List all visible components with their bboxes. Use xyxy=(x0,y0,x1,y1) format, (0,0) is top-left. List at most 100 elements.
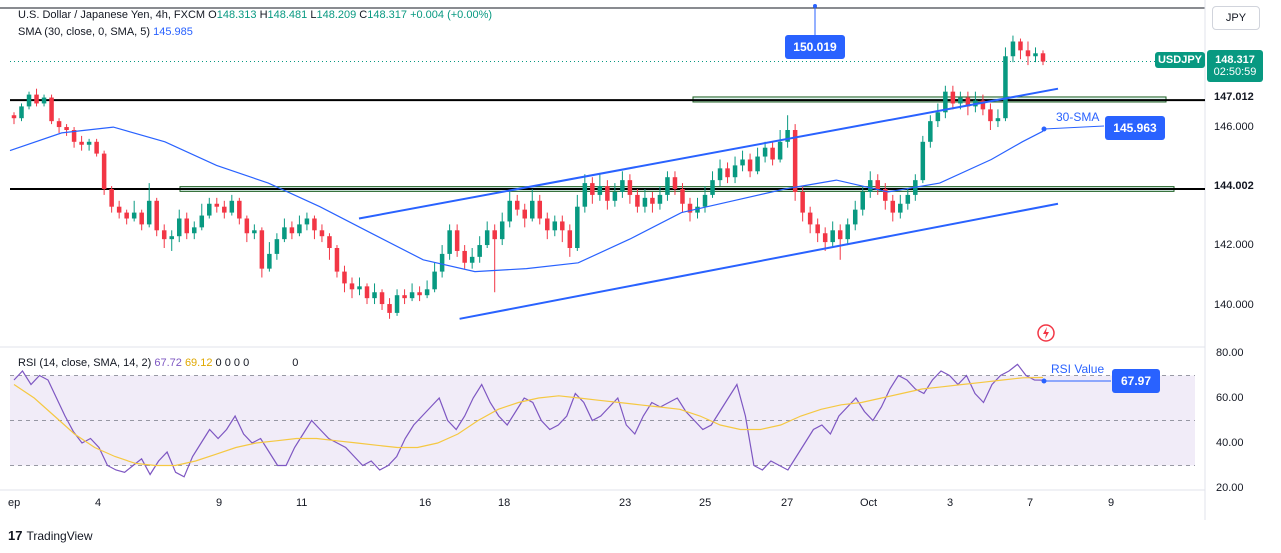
time-tick-0: ep xyxy=(8,497,21,509)
candle-body-101 xyxy=(770,147,775,160)
candle-body-46 xyxy=(357,286,362,290)
rsi-extra-2: 0 xyxy=(233,357,241,369)
candle-body-43 xyxy=(334,248,340,272)
flash-bolt-icon xyxy=(1043,327,1049,339)
candle-body-40 xyxy=(312,218,317,231)
sma-line xyxy=(9,126,1044,273)
candle-body-134 xyxy=(1018,41,1023,51)
candle-body-70 xyxy=(537,200,543,219)
candle-body-127 xyxy=(965,97,971,107)
candle-body-8 xyxy=(71,130,77,142)
candle-body-64 xyxy=(492,230,497,240)
candle-body-65 xyxy=(499,221,505,240)
ohlc-legend: U.S. Dollar / Japanese Yen, 4h, FXCM O14… xyxy=(18,9,492,21)
candle-body-58 xyxy=(447,230,452,254)
candle-body-115 xyxy=(875,180,881,189)
candle-body-85 xyxy=(650,197,655,204)
candle-body-89 xyxy=(680,189,685,204)
candle-body-135 xyxy=(1025,50,1031,57)
channel-lower-line xyxy=(459,202,1059,320)
candle-body-53 xyxy=(409,292,415,299)
close-label: C xyxy=(359,9,368,21)
time-tick-4: 16 xyxy=(419,497,432,509)
time-tick-6: 23 xyxy=(619,497,632,509)
candle-body-76 xyxy=(582,183,588,207)
candle-body-49 xyxy=(379,292,385,305)
rsi-ma-line xyxy=(13,376,1044,467)
candle-body-23 xyxy=(184,218,190,234)
time-tick-5: 18 xyxy=(498,497,511,509)
candle-body-0 xyxy=(11,115,17,119)
close-value: 148.317 xyxy=(367,9,408,21)
sma-annotation-text: 30-SMA xyxy=(1056,110,1100,124)
candle-body-55 xyxy=(424,289,430,296)
rsi-extra-0: 0 xyxy=(215,357,222,369)
open-label: O xyxy=(208,9,217,21)
candle-body-51 xyxy=(394,295,400,313)
candle-body-83 xyxy=(635,194,640,207)
candle-body-97 xyxy=(740,159,745,166)
candle-body-28 xyxy=(222,206,227,213)
candle-body-118 xyxy=(898,203,903,213)
rsi-annotation-point xyxy=(1041,378,1047,384)
candle-body-100 xyxy=(762,147,768,157)
time-tick-12: 9 xyxy=(1108,497,1115,509)
candle-body-19 xyxy=(154,200,159,231)
sma-annotation-connector xyxy=(1043,125,1105,130)
candle-body-52 xyxy=(402,295,407,299)
candle-body-109 xyxy=(830,230,835,243)
candle-body-95 xyxy=(725,168,730,178)
candle-body-56 xyxy=(432,271,437,290)
candle-body-62 xyxy=(477,245,482,257)
candle-body-81 xyxy=(620,180,625,192)
candle-body-57 xyxy=(439,253,445,272)
sma-annotation-value: 145.963 xyxy=(1105,116,1165,140)
sma-legend-value: 145.985 xyxy=(153,26,193,38)
last-price: 148.317 xyxy=(1215,54,1255,66)
candle-body-78 xyxy=(597,186,603,195)
candle-body-34 xyxy=(267,253,272,269)
candle-body-48 xyxy=(372,292,377,299)
candle-body-20 xyxy=(161,230,167,240)
candle-body-5 xyxy=(49,97,54,122)
rsi-extra-3: 0 xyxy=(243,357,250,369)
candle-body-3 xyxy=(34,94,39,104)
change-value: +0.004 (+0.00%) xyxy=(410,9,493,21)
candle-body-124 xyxy=(943,91,948,113)
candle-body-137 xyxy=(1040,53,1046,62)
candle-body-106 xyxy=(807,212,813,225)
candle-body-27 xyxy=(214,203,220,207)
candle-body-126 xyxy=(958,97,963,104)
currency-button[interactable]: JPY xyxy=(1212,6,1260,30)
last-price-tag: 148.317 02:50:59 xyxy=(1207,50,1263,82)
candle-body-102 xyxy=(777,141,783,160)
candle-body-12 xyxy=(101,153,107,189)
high-value: 148.481 xyxy=(267,9,308,21)
level-label-bottom: 144.002 xyxy=(1210,179,1258,193)
high-label: H xyxy=(259,9,268,21)
time-tick-3: 11 xyxy=(296,497,308,509)
time-tick-1: 4 xyxy=(95,497,102,509)
candle-body-103 xyxy=(785,130,790,142)
candle-body-1 xyxy=(19,106,24,119)
price-tick-0: 146.000 xyxy=(1214,121,1254,133)
low-label: L xyxy=(310,9,317,21)
tradingview-wordmark: TradingView xyxy=(26,528,93,543)
candle-body-15 xyxy=(124,212,129,219)
candle-body-133 xyxy=(1010,41,1016,57)
candle-body-63 xyxy=(484,230,490,246)
candle-body-87 xyxy=(665,177,670,195)
candle-body-35 xyxy=(274,239,280,254)
candle-body-54 xyxy=(417,292,422,296)
candle-body-11 xyxy=(94,141,99,154)
candle-body-32 xyxy=(252,230,257,234)
candle-body-77 xyxy=(590,183,595,195)
candle-body-121 xyxy=(920,141,926,181)
candle-body-93 xyxy=(710,180,715,195)
tradingview-logo[interactable]: 17 TradingView xyxy=(8,528,93,543)
rsi-extra-1: 0 xyxy=(224,357,231,369)
candle-body-94 xyxy=(717,168,723,181)
candle-body-86 xyxy=(657,194,663,204)
low-value: 148.209 xyxy=(316,9,357,21)
